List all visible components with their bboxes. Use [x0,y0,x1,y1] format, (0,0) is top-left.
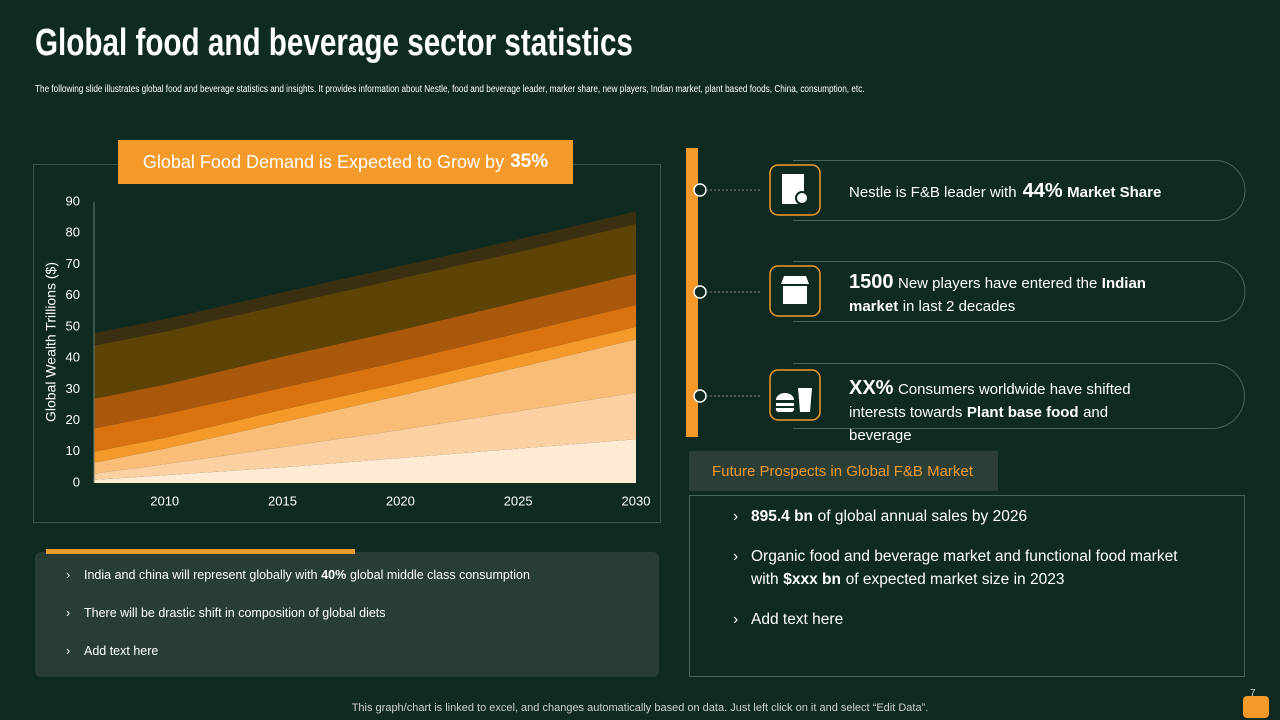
y-tick-label: 80 [66,225,80,240]
area [94,211,636,346]
icon-food [775,388,812,413]
highlight-card: 1500 New players have entered the Indian m… [849,271,1169,318]
icon-chart [795,191,809,205]
y-tick-label: 40 [66,350,80,365]
connectors [693,183,762,403]
icon-frame [769,369,821,421]
text: There will be drastic shift in compositi… [84,606,386,620]
text: Organic food and beverage market and fun… [751,548,1178,588]
text: India and china will represent globally … [84,568,318,582]
connector-dot [693,285,707,299]
area [94,273,636,429]
bold-text: Indian market [849,275,1146,315]
y-tick-label: 70 [66,256,80,271]
footnote: This graph/chart is linked to excel, and… [351,702,929,714]
icon-market [781,276,809,304]
bold-text: XX% [849,377,894,399]
bold-text: 895.4 bn [751,508,814,525]
y-tick-label: 10 [66,443,80,458]
bold-text: $xxx bn [783,571,841,588]
prospects-title: Future Prospects in Global F&B Market [689,451,998,491]
connector-dot [693,183,707,197]
text: Consumers worldwide have shifted interes… [849,381,1131,421]
text: and beverage [849,404,1109,444]
text: Add text here [84,644,159,658]
text: New players have entered the [898,275,1098,292]
consumption-accent [46,549,355,554]
chart-title: Global Food Demand is Expected to Grow b… [142,151,505,172]
bold-text: 40% [321,568,347,582]
icons [769,164,821,421]
chart-title-highlight: 35% [510,151,549,172]
x-tick-label: 2020 [386,493,415,508]
y-tick-label: 90 [66,193,80,208]
area [94,339,636,474]
y-axis-label: Global Wealth Trillions ($) [43,262,59,422]
bold-text: 1500 [849,271,894,293]
highlight-card: Nestle is F&B leader with 44% Market Share [849,180,1169,204]
text: Nestle is F&B leader with [849,184,1017,201]
y-tick-label: 30 [66,381,80,396]
text: of global annual sales by 2026 [817,508,1028,525]
y-tick-label: 0 [73,474,80,489]
bold-text: 44% [1022,180,1063,202]
chart-banner: Global Food Demand is Expected to Grow b… [118,140,573,184]
accent-bar [686,148,698,437]
prospects-box [689,495,1245,677]
y-tick-label: 50 [66,318,80,333]
bullet-point: Add text here [66,644,530,682]
text: global middle class consumption [350,568,530,582]
card-outline [793,160,1246,221]
area [94,326,636,463]
text: Add text here [751,611,844,628]
area [94,305,636,452]
text: in last 2 decades [902,298,1016,315]
area [94,223,636,399]
card-outlines [793,160,1246,429]
bullet-point: Organic food and beverage market and fun… [733,545,1223,591]
bold-text: Market Share [1067,184,1162,201]
x-tick-label: 2010 [150,493,179,508]
y-tick-label: 60 [66,287,80,302]
page-number: 7 [1250,688,1256,699]
area [94,392,636,480]
bullet-point: India and china will represent globally … [66,568,530,606]
connector-dot [693,389,707,403]
logo [1243,696,1269,718]
slide-title: Global food and beverage sector statisti… [35,22,633,64]
bullet-point: Add text here [733,608,1223,631]
x-tick-label: 2015 [268,493,297,508]
bold-text: Plant base food [966,404,1079,421]
highlight-card: XX% Consumers worldwide have shifted inte… [849,377,1169,447]
area [94,439,636,483]
slide-subtitle: The following slide illustrates global f… [35,84,865,95]
bullet-point: There will be drastic shift in compositi… [66,606,530,644]
x-tick-label: 2025 [504,493,533,508]
consumption-points: India and china will represent globally … [66,568,530,682]
x-tick-label: 2030 [622,493,651,508]
card-outline [793,261,1246,322]
y-tick-label: 20 [66,412,80,427]
card-outline [793,363,1245,429]
text: of expected market size in 2023 [845,571,1065,588]
